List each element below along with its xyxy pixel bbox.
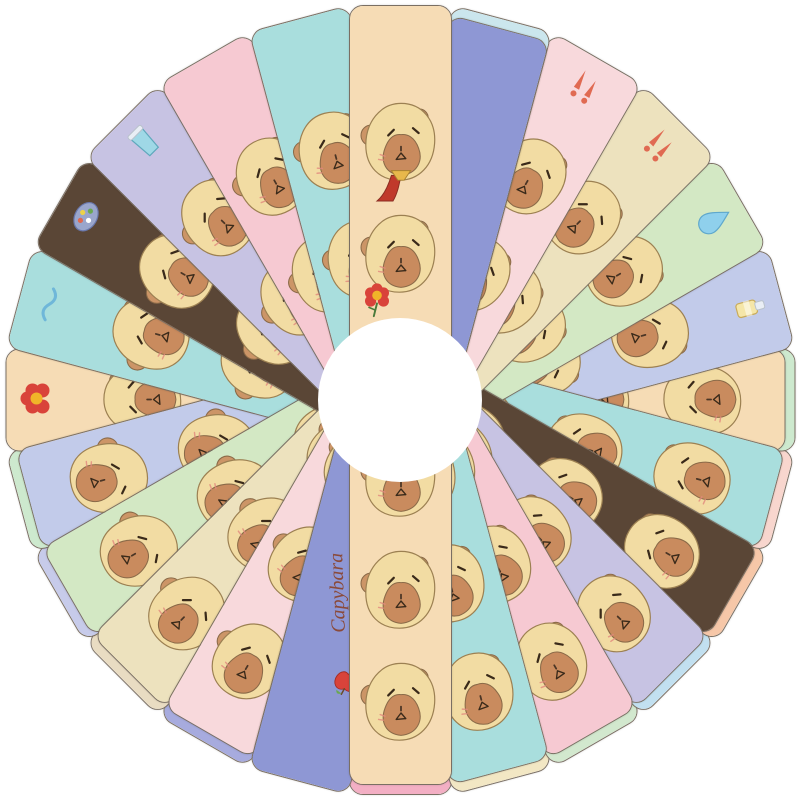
svg-text:Capybara: Capybara: [325, 552, 350, 633]
